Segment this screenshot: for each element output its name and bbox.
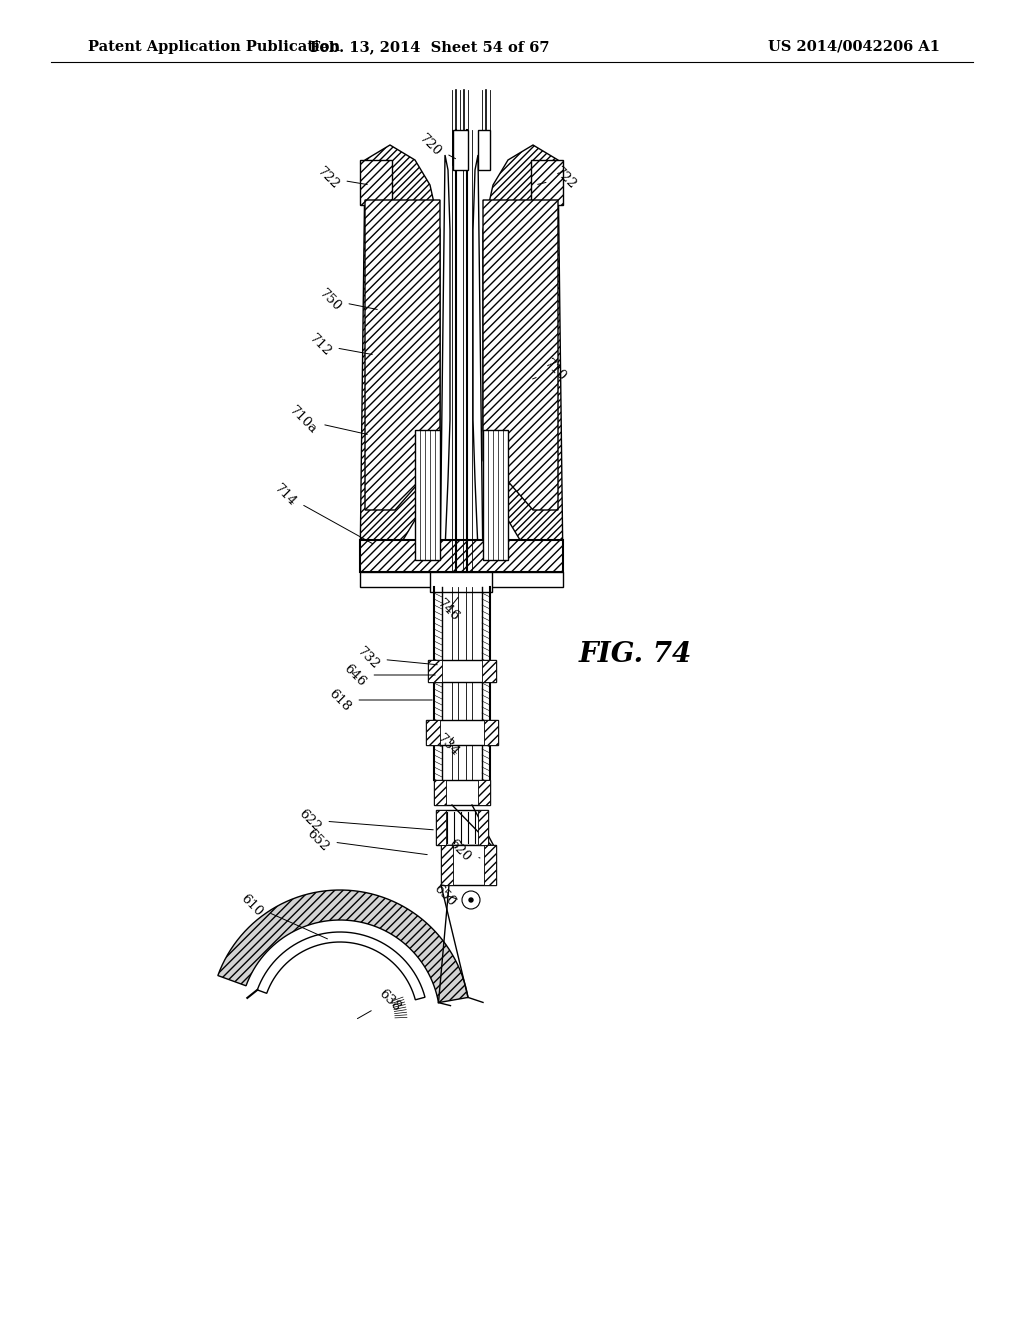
- Bar: [484, 845, 496, 884]
- Text: 652: 652: [304, 826, 427, 854]
- Text: Patent Application Publication: Patent Application Publication: [88, 40, 340, 54]
- Text: 622: 622: [297, 807, 433, 833]
- Text: 722: 722: [314, 165, 368, 191]
- Bar: [478, 810, 488, 845]
- Text: 646: 646: [341, 661, 435, 689]
- PathPatch shape: [440, 154, 450, 570]
- Bar: [436, 810, 446, 845]
- Bar: [531, 160, 563, 205]
- Text: US 2014/0042206 A1: US 2014/0042206 A1: [768, 40, 940, 54]
- Text: 638: 638: [357, 986, 403, 1019]
- Bar: [441, 845, 496, 884]
- Bar: [441, 845, 453, 884]
- Bar: [484, 719, 498, 744]
- Bar: [453, 129, 468, 170]
- Bar: [434, 780, 490, 805]
- Bar: [360, 160, 392, 205]
- PathPatch shape: [257, 932, 425, 999]
- Text: 720: 720: [417, 132, 456, 158]
- Bar: [428, 660, 442, 682]
- PathPatch shape: [473, 154, 483, 570]
- Text: 710a: 710a: [287, 404, 368, 437]
- Bar: [430, 572, 492, 591]
- PathPatch shape: [360, 145, 440, 570]
- Text: 734: 734: [434, 731, 462, 759]
- Text: Feb. 13, 2014  Sheet 54 of 67: Feb. 13, 2014 Sheet 54 of 67: [310, 40, 550, 54]
- Bar: [426, 719, 440, 744]
- Text: FIG. 74: FIG. 74: [579, 642, 691, 668]
- Text: 610: 610: [239, 891, 328, 939]
- Bar: [483, 430, 508, 560]
- PathPatch shape: [483, 201, 558, 510]
- Text: 722: 722: [538, 165, 579, 191]
- Bar: [434, 780, 446, 805]
- Bar: [436, 810, 488, 845]
- Bar: [478, 780, 490, 805]
- PathPatch shape: [483, 145, 563, 570]
- Text: 750: 750: [316, 286, 377, 314]
- Bar: [426, 719, 498, 744]
- Circle shape: [462, 891, 480, 909]
- PathPatch shape: [365, 201, 440, 510]
- Text: 650: 650: [431, 882, 459, 908]
- Text: 710: 710: [532, 356, 568, 384]
- Bar: [360, 540, 563, 572]
- Bar: [428, 660, 496, 682]
- Text: 746: 746: [434, 597, 462, 623]
- Text: 618: 618: [327, 686, 432, 714]
- Bar: [478, 129, 490, 170]
- Bar: [415, 430, 440, 560]
- Bar: [482, 660, 496, 682]
- Text: 620: 620: [446, 837, 480, 863]
- Bar: [360, 572, 563, 587]
- Text: 714: 714: [271, 482, 373, 544]
- Text: 712: 712: [306, 331, 373, 359]
- Circle shape: [469, 898, 473, 902]
- Text: 732: 732: [354, 644, 437, 672]
- PathPatch shape: [218, 890, 468, 1003]
